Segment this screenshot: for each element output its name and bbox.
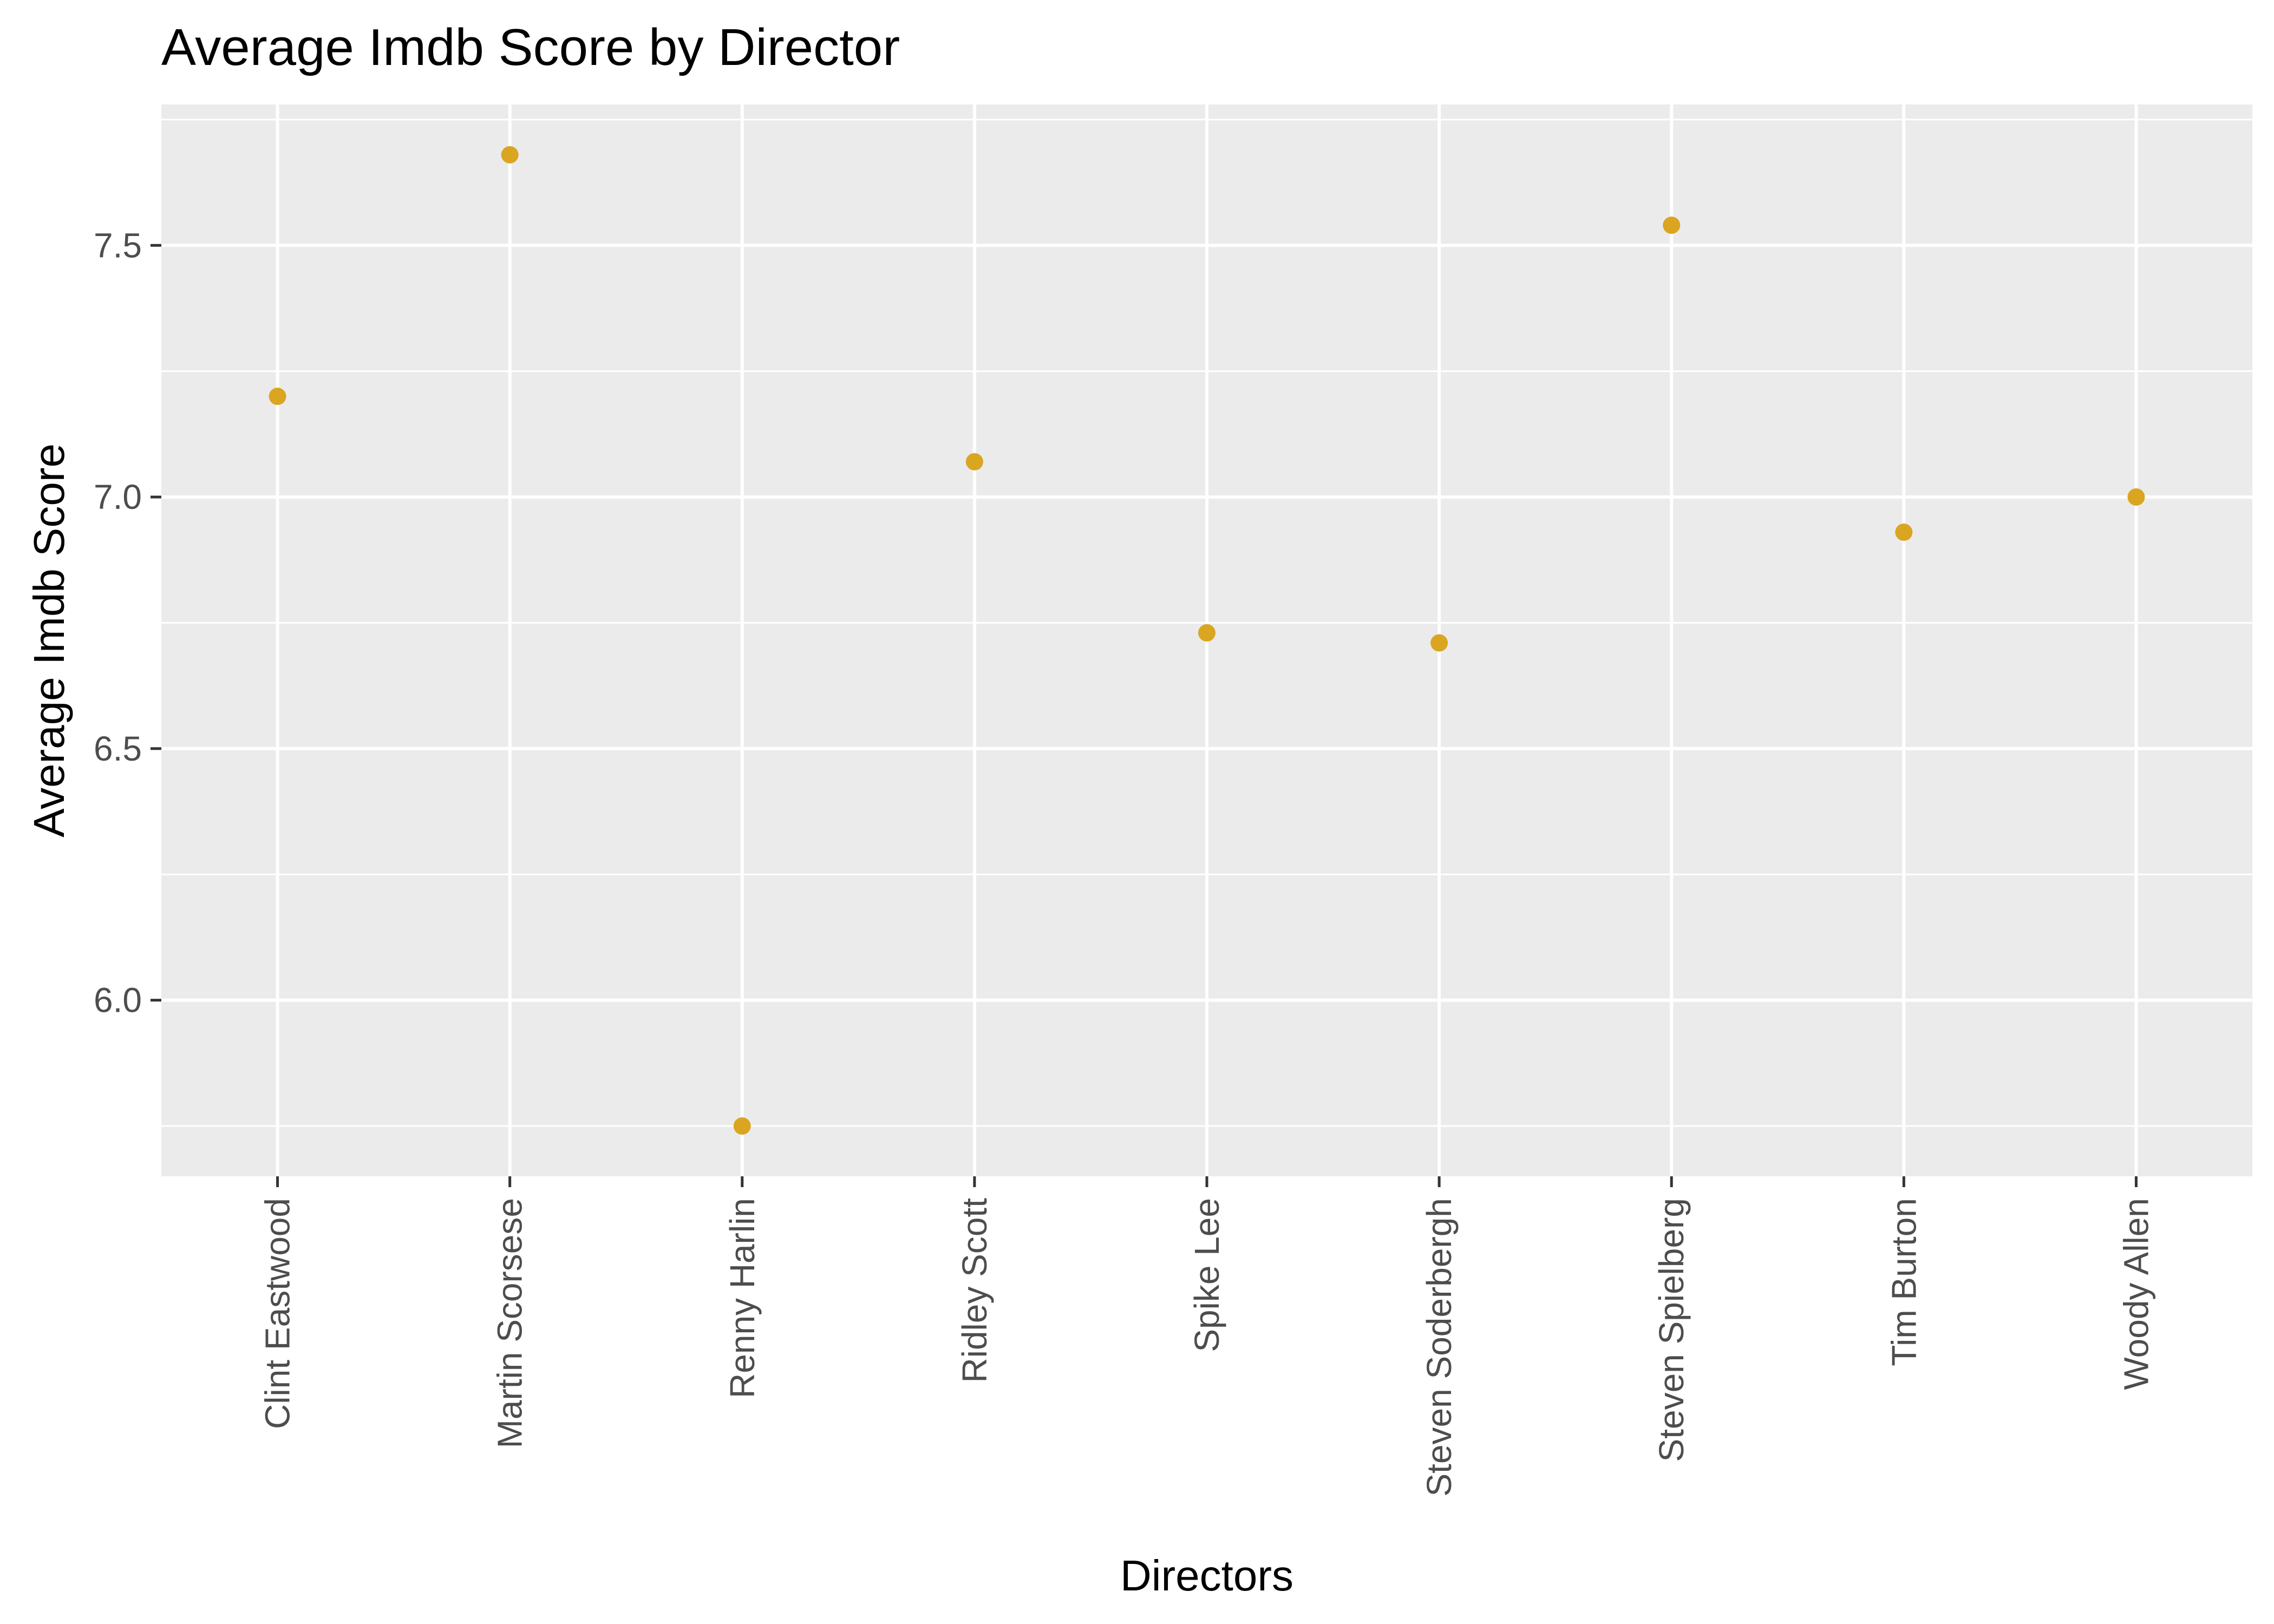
y-tick-label: 7.5 (94, 226, 142, 265)
data-point (965, 453, 983, 470)
y-axis: 6.0 6.5 7.0 7.5 (94, 226, 161, 1020)
data-point (269, 388, 286, 405)
data-point (733, 1117, 751, 1135)
data-point (2127, 488, 2145, 506)
data-point (1198, 624, 1216, 642)
data-point (1430, 634, 1448, 652)
y-tick-label: 7.0 (94, 477, 142, 516)
chart-title: Average Imdb Score by Director (161, 18, 900, 76)
x-axis: Clint Eastwood Martin Scorsese Renny Harli… (258, 1176, 2155, 1497)
data-point (501, 146, 519, 163)
y-axis-title: Average Imdb Score (25, 443, 73, 837)
x-axis-title: Directors (1120, 1551, 1293, 1600)
x-tick-label: Clint Eastwood (258, 1198, 297, 1429)
data-point (1895, 523, 1913, 541)
x-tick-label: Spike Lee (1187, 1198, 1226, 1352)
x-tick-label: Tim Burton (1884, 1198, 1923, 1366)
y-tick-label: 6.5 (94, 729, 142, 768)
x-tick-label: Steven Soderbergh (1420, 1198, 1459, 1497)
data-point (1663, 217, 1681, 234)
x-tick-label: Steven Spielberg (1652, 1198, 1691, 1462)
x-tick-label: Woody Allen (2116, 1198, 2155, 1390)
x-tick-label: Ridley Scott (955, 1198, 994, 1383)
y-tick-label: 6.0 (94, 981, 142, 1020)
x-tick-label: Renny Harlin (723, 1198, 762, 1398)
data-points (269, 146, 2145, 1135)
x-tick-label: Martin Scorsese (491, 1198, 530, 1448)
